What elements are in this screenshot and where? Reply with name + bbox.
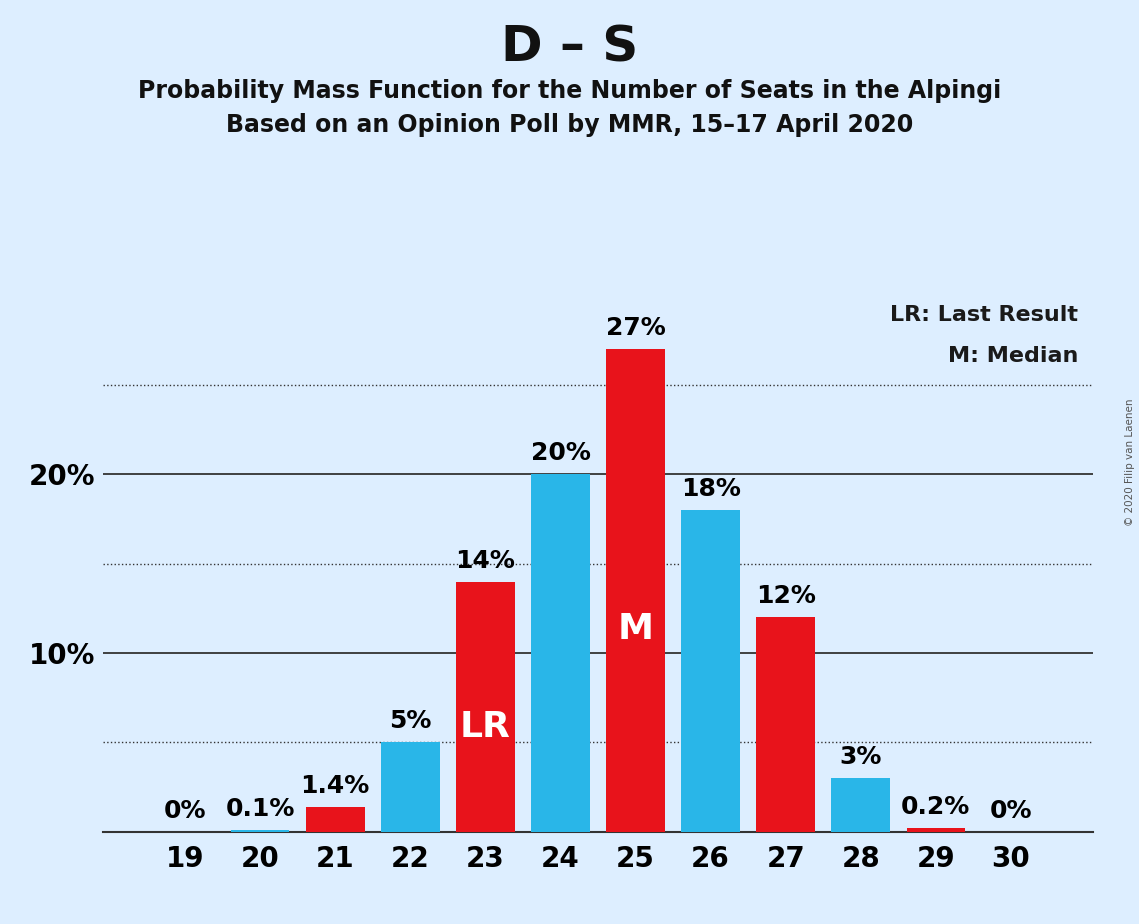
Bar: [231, 830, 289, 832]
Text: M: M: [617, 612, 654, 646]
Text: 1.4%: 1.4%: [301, 773, 370, 797]
Bar: [756, 617, 814, 832]
Text: © 2020 Filip van Laenen: © 2020 Filip van Laenen: [1125, 398, 1134, 526]
Bar: [456, 581, 515, 832]
Bar: [681, 510, 740, 832]
Bar: [831, 778, 890, 832]
Bar: [382, 742, 440, 832]
Text: Based on an Opinion Poll by MMR, 15–17 April 2020: Based on an Opinion Poll by MMR, 15–17 A…: [226, 113, 913, 137]
Text: 0%: 0%: [990, 798, 1032, 822]
Text: D – S: D – S: [501, 23, 638, 71]
Bar: [531, 474, 590, 832]
Bar: [606, 349, 665, 832]
Text: 3%: 3%: [839, 745, 882, 769]
Text: 27%: 27%: [606, 316, 665, 340]
Text: 20%: 20%: [531, 442, 590, 466]
Text: 18%: 18%: [681, 477, 740, 501]
Bar: [306, 807, 364, 832]
Text: M: Median: M: Median: [948, 346, 1079, 366]
Text: 12%: 12%: [755, 584, 816, 608]
Text: 0.1%: 0.1%: [226, 796, 295, 821]
Text: 0%: 0%: [164, 798, 206, 822]
Text: 0.2%: 0.2%: [901, 795, 970, 819]
Text: Probability Mass Function for the Number of Seats in the Alpingi: Probability Mass Function for the Number…: [138, 79, 1001, 103]
Text: 5%: 5%: [390, 710, 432, 734]
Text: 14%: 14%: [456, 549, 515, 573]
Text: LR: LR: [460, 710, 510, 744]
Text: LR: Last Result: LR: Last Result: [891, 305, 1079, 324]
Bar: [907, 828, 965, 832]
